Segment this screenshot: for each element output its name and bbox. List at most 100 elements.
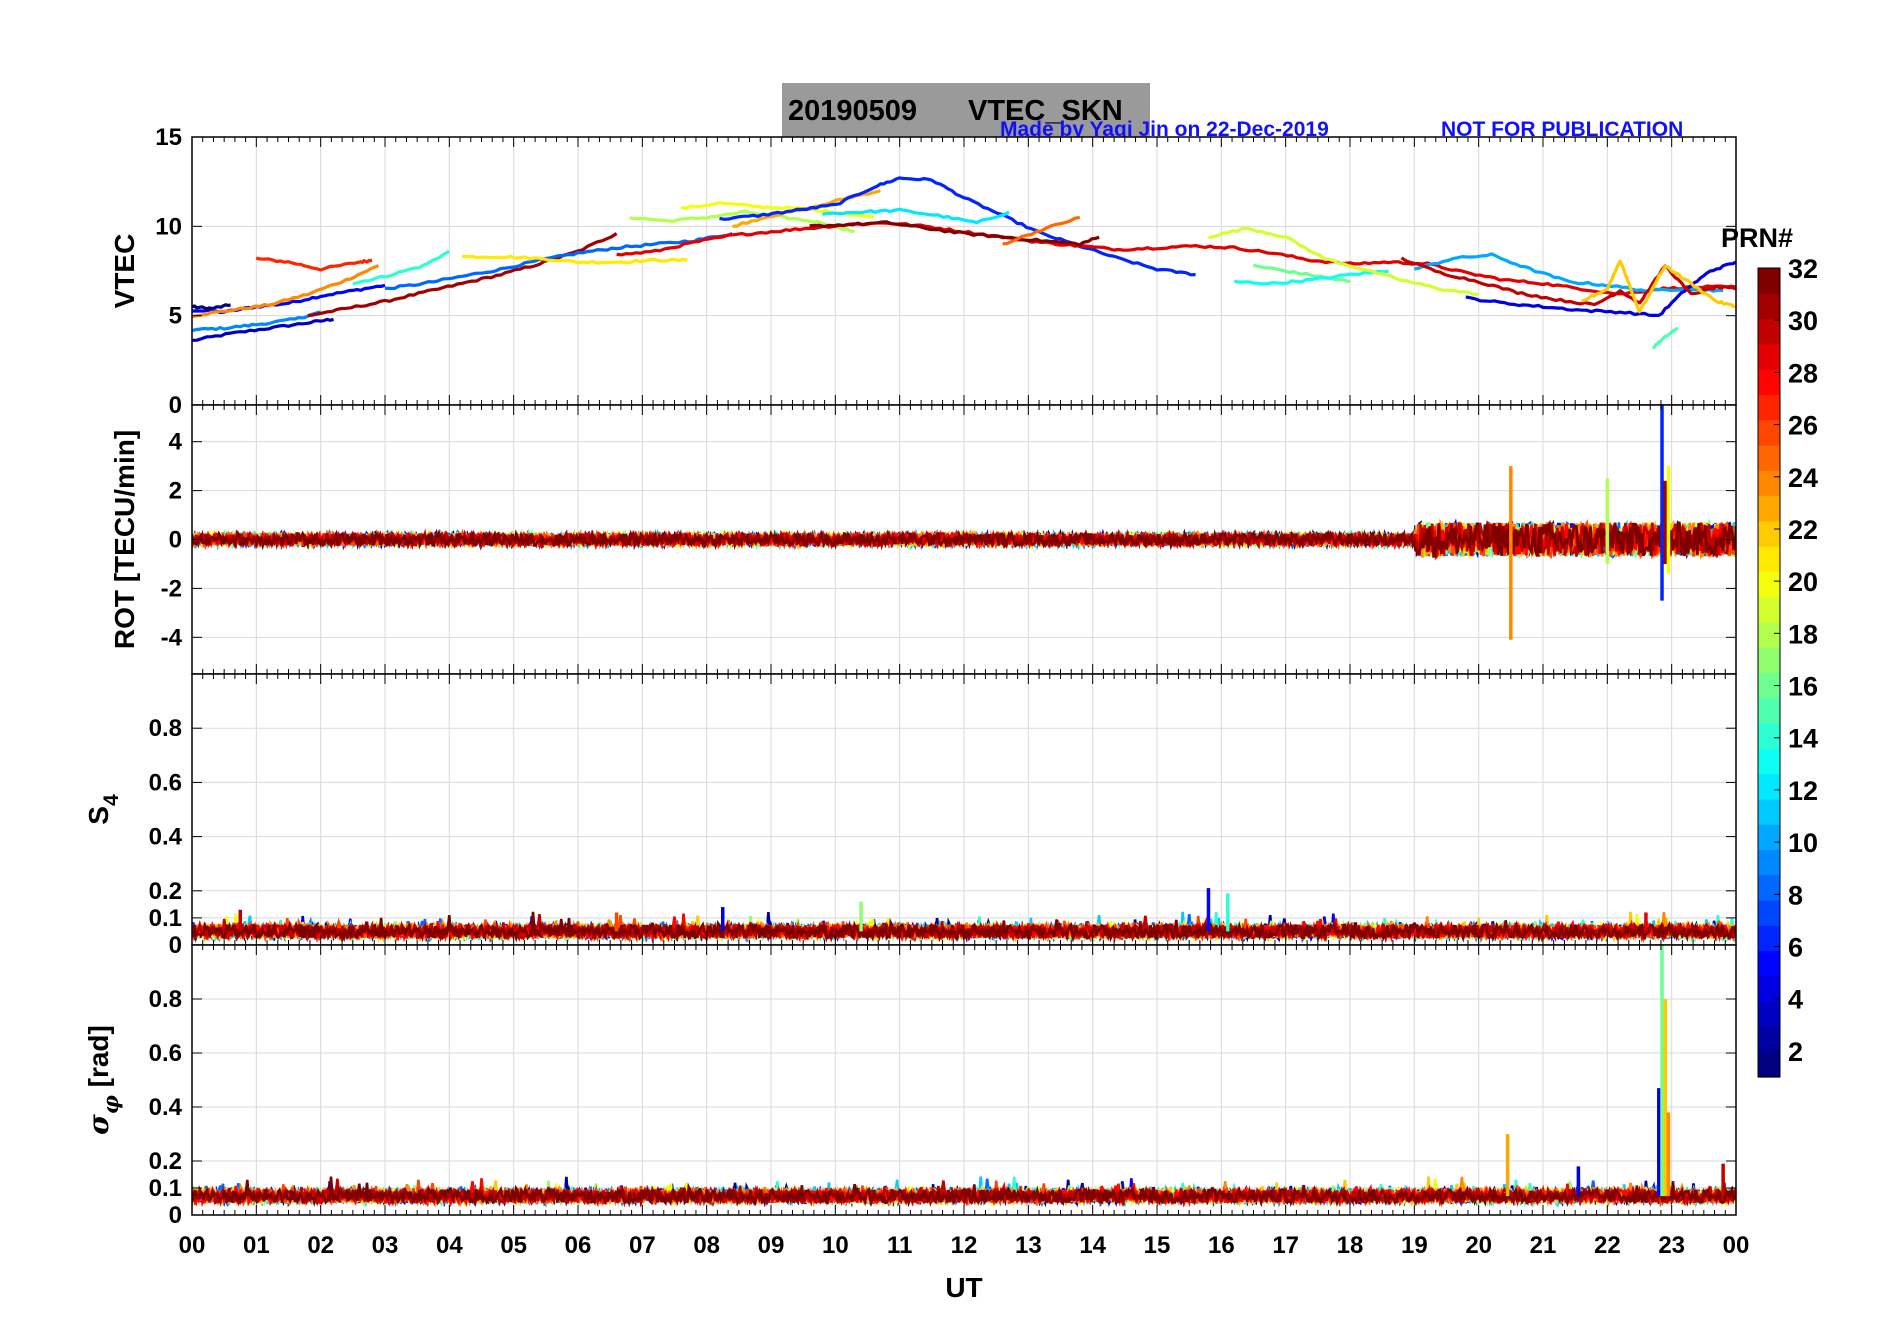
y-tick-label: 10 (155, 213, 182, 240)
colorbar-swatch (1758, 975, 1780, 1002)
y-tick-label: 0.8 (149, 986, 182, 1013)
y-axis-label: VTEC (109, 234, 140, 309)
panel-s4: 00.10.2 0.4 0.6 0.8 S4 (83, 673, 1737, 959)
x-axis-label: UT (945, 1272, 982, 1303)
x-axis-ticks: 00 01 02 03 04 05 06 07 08 09 10 11 12 13 14 15 16 17 18 19… (179, 1232, 1750, 1259)
colorbar-swatch (1758, 596, 1780, 623)
vtec-trace-prn-6 (719, 176, 1196, 277)
colorbar-swatch (1758, 874, 1780, 901)
notice-text: NOT FOR PUBLICATION (1441, 118, 1683, 141)
colorbar-swatch (1758, 697, 1780, 724)
x-tick-label: 12 (951, 1232, 978, 1259)
y-tick-label: -4 (161, 624, 183, 651)
colorbar-tick-label: 20 (1788, 567, 1818, 597)
y-tick-label: 0.4 (149, 824, 183, 851)
x-tick-label: 10 (822, 1232, 849, 1259)
colorbar-swatch (1758, 571, 1780, 598)
vtec-trace-prn-3 (192, 317, 335, 342)
x-tick-label: 22 (1594, 1232, 1621, 1259)
colorbar-swatch (1758, 672, 1780, 699)
colorbar-swatch (1758, 318, 1780, 345)
vtec-trace-prn-19 (1208, 226, 1479, 297)
colorbar-tick-label: 26 (1788, 411, 1818, 441)
y-tick-label: 0.1 (149, 1175, 182, 1202)
vtec-trace-prn-13 (1233, 269, 1389, 286)
x-tick-label: 01 (243, 1232, 270, 1259)
y-tick-label: 0.4 (149, 1094, 183, 1121)
x-tick-label: 04 (436, 1232, 463, 1259)
panel-sigma_phi: 00.10.2 0.4 0.6 0.8 σφ [rad] (82, 944, 1737, 1229)
x-tick-label: 06 (565, 1232, 592, 1259)
x-tick-label: 13 (1015, 1232, 1042, 1259)
traces-sigma_phi (192, 945, 1736, 1208)
vtec-trace-prn-24 (192, 264, 380, 319)
x-tick-label: 00 (179, 1232, 206, 1259)
colorbar-swatch (1758, 925, 1780, 952)
colorbar-swatch (1758, 950, 1780, 977)
colorbar-swatch (1758, 1051, 1780, 1078)
y-tick-label: 0.2 (149, 878, 182, 905)
vtec-trace-prn-4 (1465, 260, 1736, 317)
colorbar-frame (1757, 267, 1781, 1078)
rot-trace-prn-30 (192, 519, 1736, 560)
colorbar-tick-label: 4 (1788, 985, 1803, 1015)
colorbar-swatch (1758, 621, 1780, 648)
y-tick-label: 0 (169, 932, 182, 959)
y-axis-label: σφ [rad] (82, 1025, 123, 1135)
vtec-trace-prn-18 (629, 209, 855, 234)
x-tick-label: 21 (1530, 1232, 1557, 1259)
x-tick-label: 14 (1079, 1232, 1106, 1259)
x-tick-label: 23 (1658, 1232, 1685, 1259)
x-tick-label: 08 (693, 1232, 720, 1259)
traces-rot (192, 405, 1736, 640)
colorbar-swatch (1758, 798, 1780, 825)
colorbar-swatch (1758, 647, 1780, 674)
colorbar-tick-label: 6 (1788, 933, 1803, 963)
colorbar-swatch (1758, 520, 1780, 547)
colorbar-tick-label: 24 (1788, 463, 1818, 493)
panel-vtec: 0 5 10 15 VTEC (109, 124, 1737, 419)
colorbar-swatch (1758, 723, 1780, 749)
vtec-trace-prn-16 (1253, 263, 1351, 284)
vtec-trace-prn-21 (462, 254, 688, 265)
colorbar-swatch (1758, 343, 1780, 370)
colorbar-swatch (1758, 824, 1780, 851)
vtec-trace-prn-22 (1581, 259, 1736, 314)
colorbar-tick-label: 10 (1788, 828, 1818, 858)
colorbar-label: PRN# (1721, 223, 1793, 253)
colorbar-swatch (1758, 748, 1780, 775)
vtec-trace-prn-27 (255, 256, 373, 272)
panel-rot: -4 -2 0 2 4 ROT [TECU/min] (109, 404, 1737, 675)
x-tick-label: 09 (758, 1232, 785, 1259)
colorbar-swatch (1758, 849, 1780, 876)
vtec-trace-prn-10 (1413, 252, 1724, 293)
x-tick-label: 07 (629, 1232, 656, 1259)
y-tick-label: 0 (169, 527, 182, 554)
vtec-trace-prn-32 (809, 220, 1100, 247)
vtec-trace-prn-14 (352, 249, 451, 286)
x-tick-label: 15 (1144, 1232, 1171, 1259)
colorbar-tick-label: 30 (1788, 306, 1818, 336)
y-tick-label: 15 (155, 124, 182, 151)
vtec-trace-prn-15 (1652, 326, 1679, 350)
colorbar-swatch (1758, 394, 1780, 421)
y-tick-label: 0.8 (149, 715, 182, 742)
y-tick-label: 0 (169, 1202, 182, 1229)
colorbar-tick-label: 28 (1788, 358, 1818, 388)
colorbar-swatch (1758, 444, 1780, 471)
colorbar-tick-label: 12 (1788, 776, 1818, 806)
colorbar-tick-label: 32 (1788, 254, 1818, 284)
colorbar-swatch (1758, 369, 1780, 396)
title-label: VTEC_SKN (968, 95, 1123, 127)
x-tick-label: 20 (1465, 1232, 1492, 1259)
colorbar-swatch (1758, 900, 1780, 926)
traces-vtec (192, 176, 1736, 350)
vtec-trace-prn-9 (192, 310, 321, 333)
x-tick-label: 16 (1208, 1232, 1235, 1259)
x-tick-label: 17 (1272, 1232, 1299, 1259)
x-tick-label: 18 (1337, 1232, 1364, 1259)
colorbar-swatch (1758, 495, 1780, 522)
x-tick-label: 05 (500, 1232, 527, 1259)
